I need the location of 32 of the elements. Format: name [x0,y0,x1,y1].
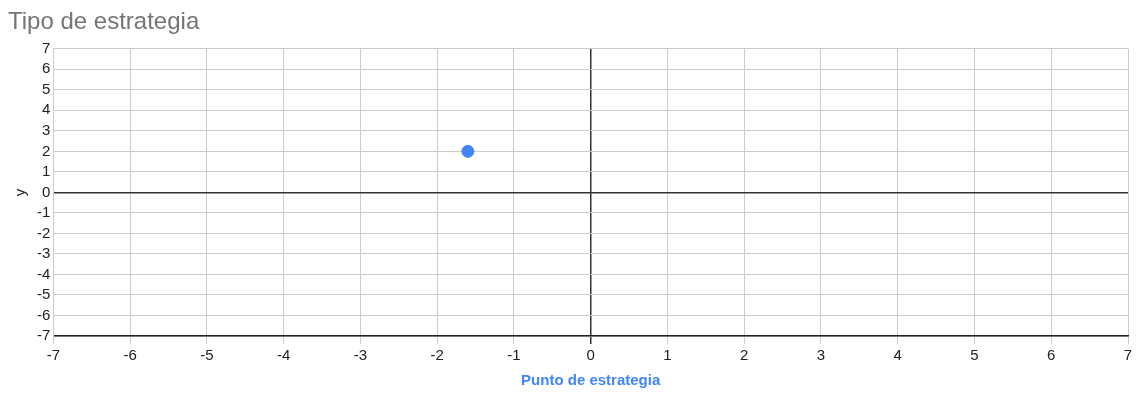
y-tick-label: -5 [36,285,51,303]
y-tick-label: 6 [41,59,51,77]
y-tick-label: 4 [41,100,51,118]
y-tick-label: 3 [41,121,51,138]
x-tick-label: -6 [123,346,137,364]
x-tick-label: 2 [740,346,749,364]
y-tick-label: 1 [41,162,51,180]
y-tick-label: -6 [36,305,51,323]
x-tick-label: 0 [586,346,595,364]
x-axis-title: Punto de estrategia [521,371,661,389]
y-tick-label: 7 [41,38,51,56]
x-tick-label: -5 [200,346,214,364]
x-tick-label: 3 [816,346,826,364]
x-tick-label: 4 [893,346,902,364]
y-tick-label: -7 [36,326,51,344]
y-tick-label: 5 [41,79,51,97]
y-tick-label: -1 [36,203,51,221]
y-tick-label: -4 [36,264,51,282]
x-tick-label: 6 [1047,346,1056,364]
y-tick-label: 2 [41,141,51,159]
x-tick-label: -4 [276,346,291,364]
x-tick-label: -1 [507,346,521,364]
y-tick-label: -3 [36,244,51,262]
x-tick-label: 1 [663,346,672,364]
x-tick-label: 7 [1123,346,1133,364]
chart-title: Tipo de estrategia [8,7,200,35]
x-tick-label: -2 [430,346,444,364]
x-tick-label: -3 [353,346,368,364]
y-tick-label: 0 [41,182,51,200]
y-axis-title: y [11,188,29,197]
y-tick-label: -2 [36,223,51,241]
x-tick-label: 5 [970,346,979,364]
